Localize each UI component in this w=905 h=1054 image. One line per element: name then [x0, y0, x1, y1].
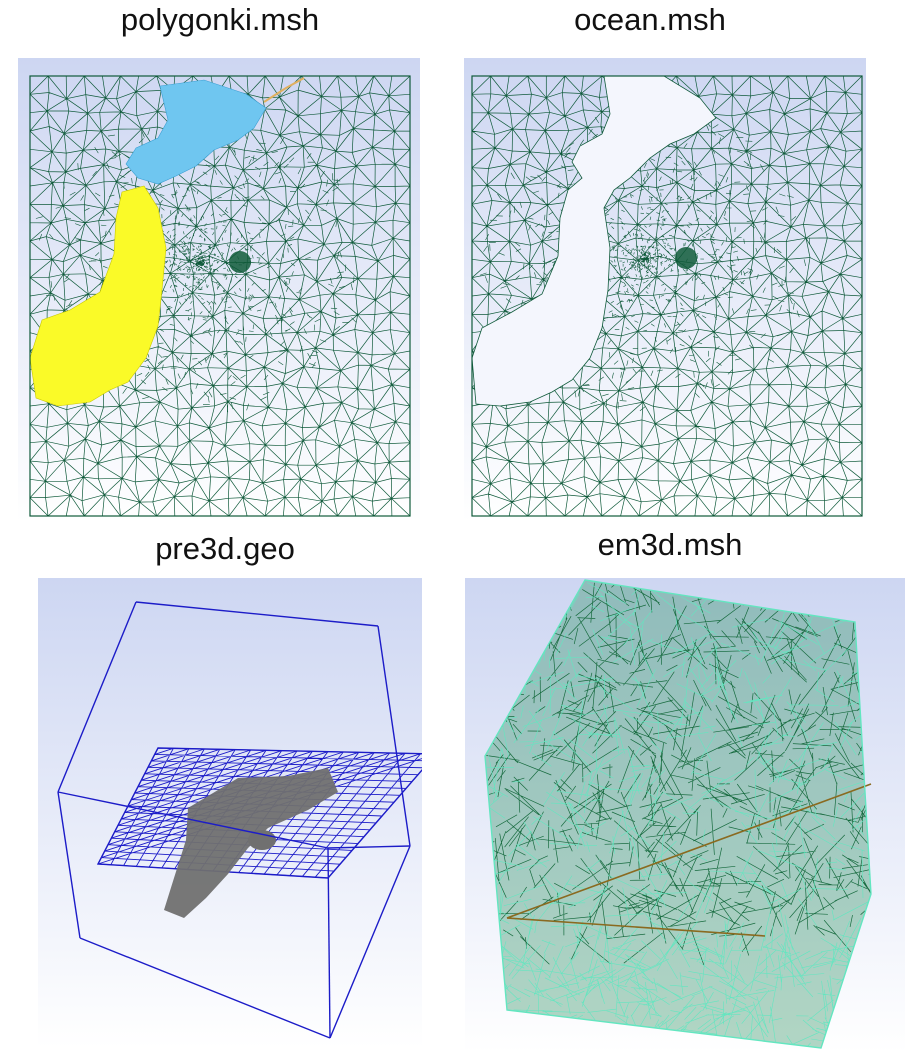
seamount-spot	[248, 830, 276, 850]
panel-title-ocean: ocean.msh	[574, 2, 726, 37]
sea-level-interface	[506, 783, 872, 937]
pre3d-geometry-svg	[38, 578, 422, 1048]
bounding-box-front-edges	[57, 791, 411, 1039]
ocean-mesh-view	[464, 58, 866, 522]
dense-refinement-spot	[229, 251, 251, 273]
bounding-box-back-edges	[57, 601, 411, 939]
cube-outline	[484, 579, 872, 1049]
panel-title-pre3d: pre3d.geo	[155, 531, 295, 566]
ocean-mesh-svg	[464, 58, 866, 522]
north-island-chain	[263, 77, 305, 103]
panel-title-em3d: em3d.msh	[597, 527, 743, 562]
polygonki-mesh-svg	[18, 58, 420, 522]
domain-border	[29, 75, 411, 517]
land-north-polygon	[125, 79, 267, 185]
em3d-mesh-view	[465, 578, 905, 1053]
viewport-background	[465, 578, 905, 1053]
domain-border	[471, 75, 863, 517]
land-hole	[471, 75, 717, 407]
pre3d-geometry-view	[38, 578, 422, 1048]
polygonki-mesh-view	[18, 58, 420, 522]
land-main-polygon	[29, 185, 167, 407]
dense-refinement-spot	[675, 247, 697, 269]
panel-title-polygonki: polygonki.msh	[120, 2, 320, 37]
em3d-mesh-svg	[465, 578, 905, 1053]
